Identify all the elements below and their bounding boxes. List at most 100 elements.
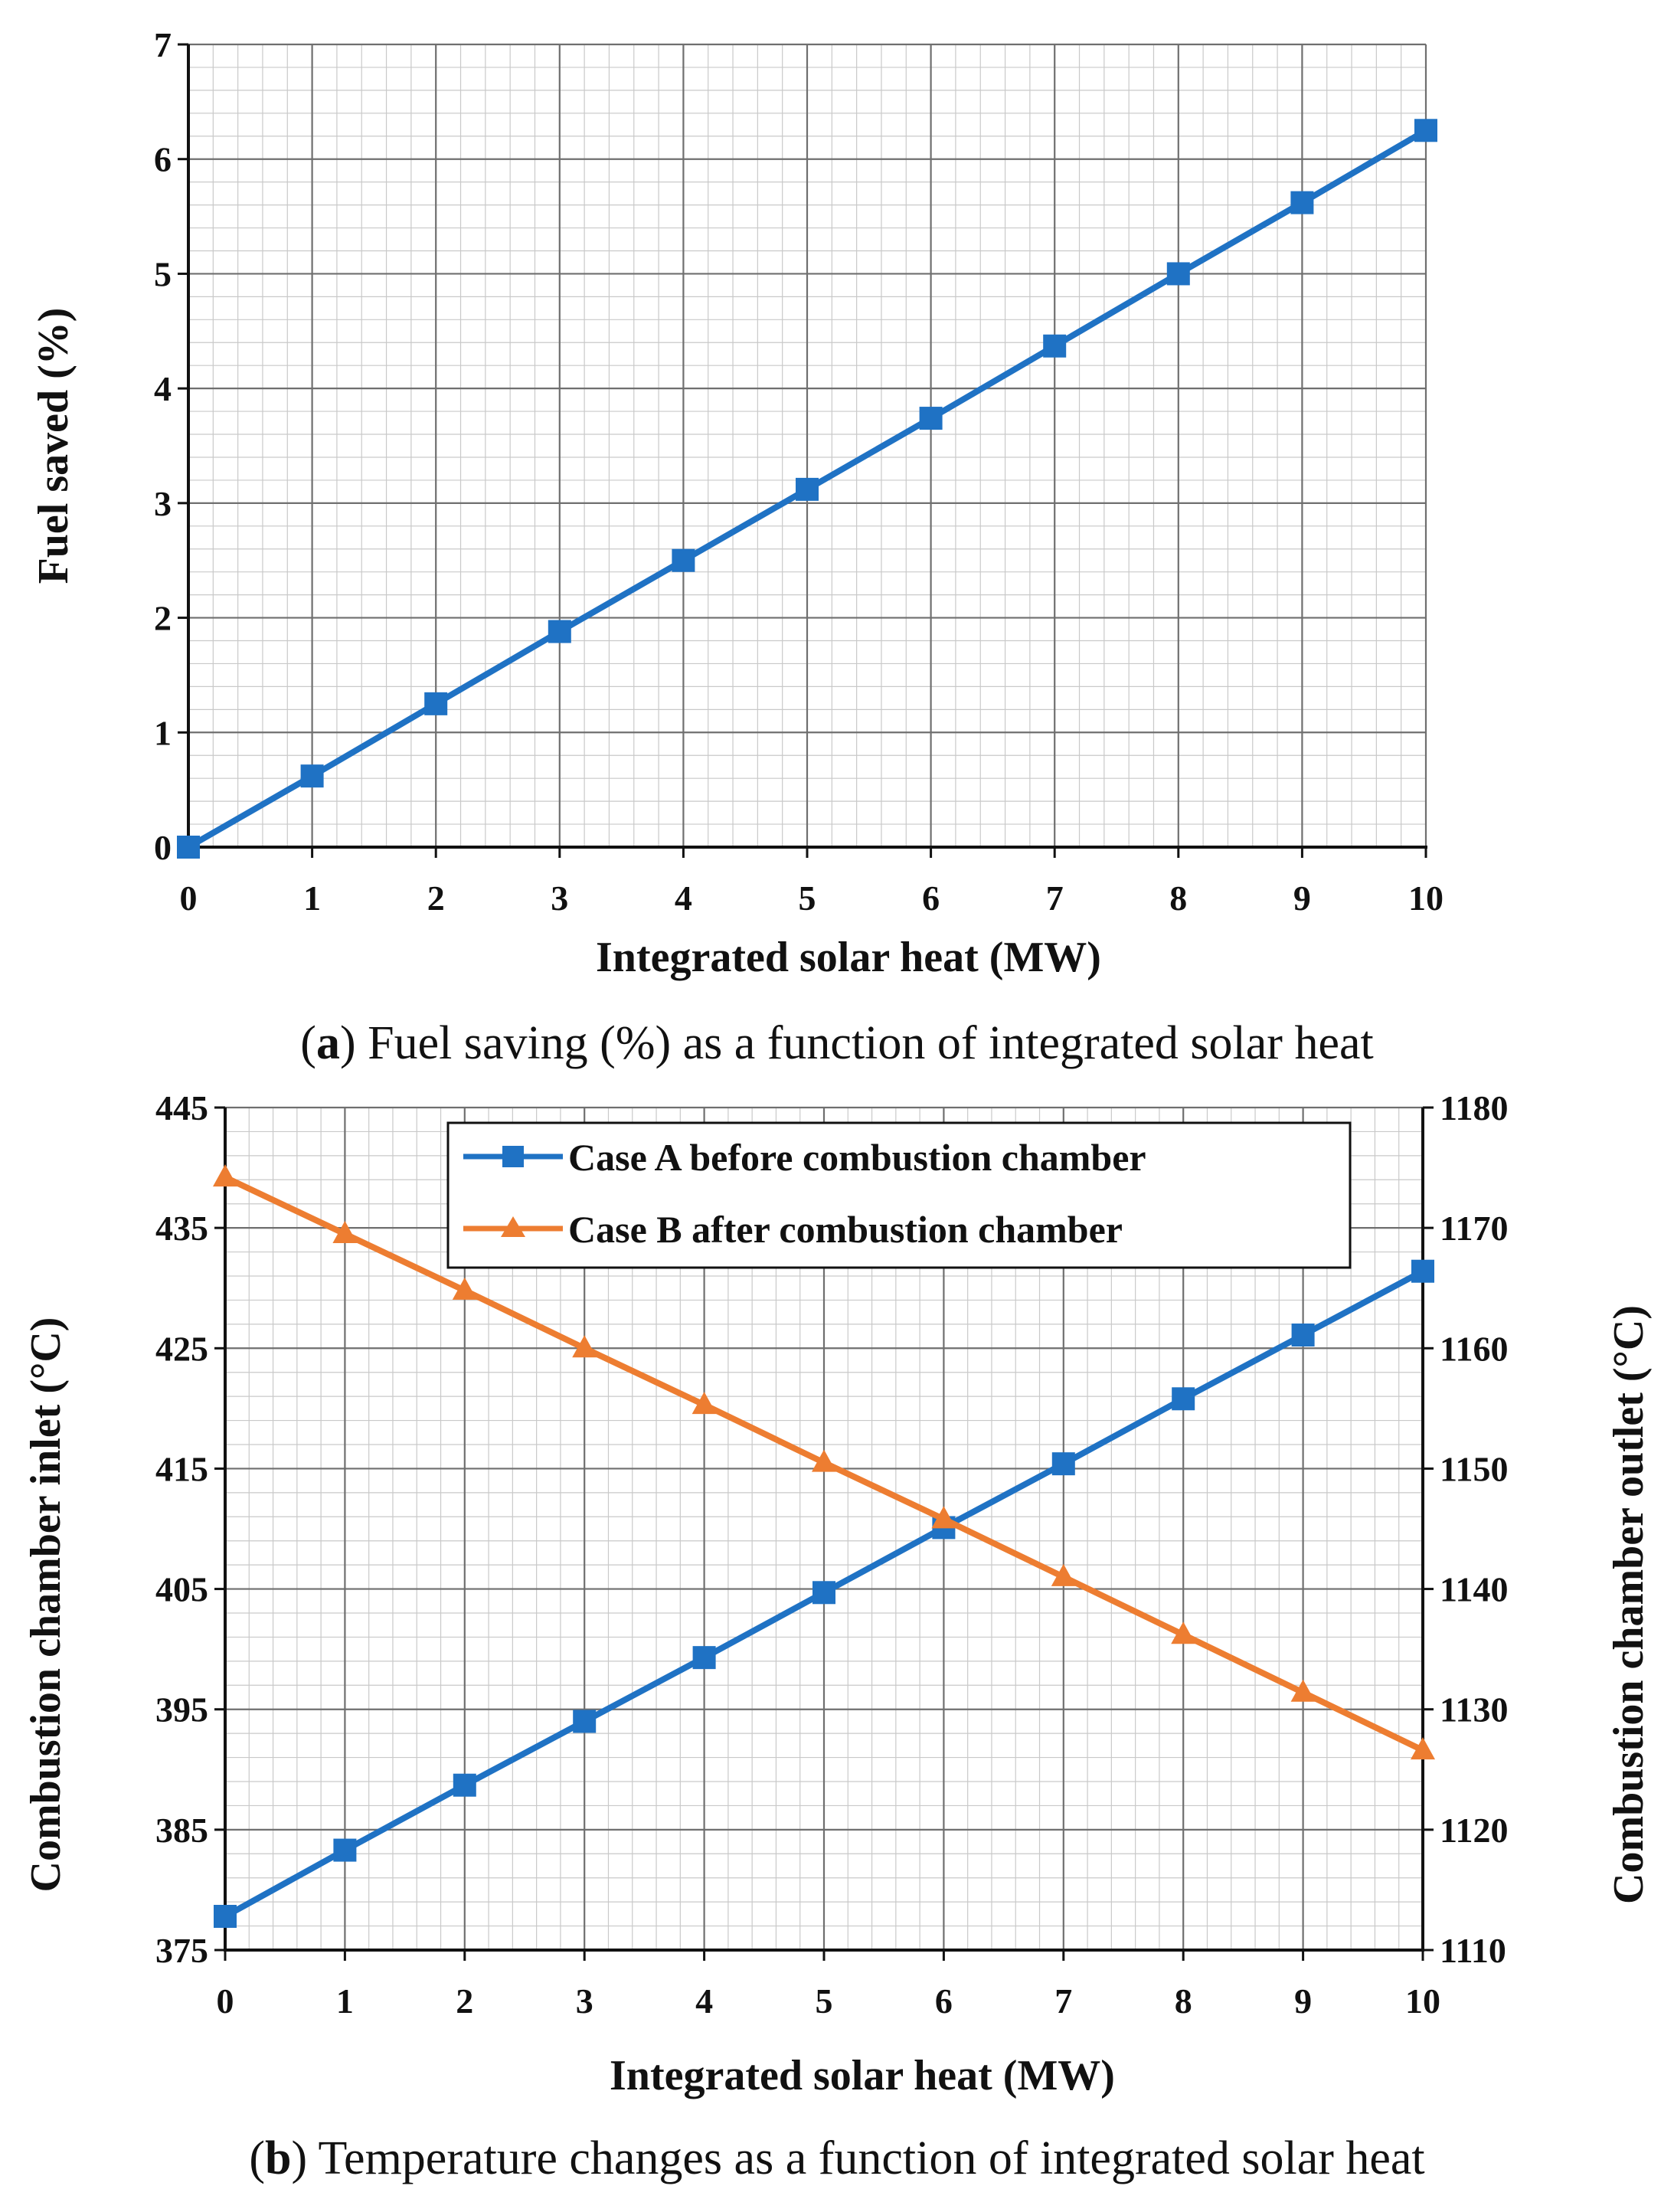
y-right-tick-label: 1170 — [1440, 1209, 1508, 1248]
data-point-square — [1172, 1387, 1195, 1411]
x-tick-labels-b: 0 1 2 3 4 5 6 7 8 9 10 — [217, 1981, 1441, 2021]
y-right-tick-label: 1110 — [1440, 1931, 1506, 1970]
x-tick-label: 0 — [180, 879, 198, 918]
x-tick-label: 8 — [1169, 879, 1187, 918]
data-point-triangle — [213, 1164, 237, 1187]
x-tick-label: 7 — [1046, 879, 1064, 918]
legend-label-case-a: Case A before combustion chamber — [568, 1136, 1146, 1179]
caption-b: (b) Temperature changes as a function of… — [249, 2132, 1424, 2184]
data-point-triangle — [1411, 1737, 1435, 1760]
y-tick-label: 435 — [155, 1209, 208, 1248]
y-tick-label: 5 — [154, 254, 172, 293]
y-tick-labels-b: 375 385 395 405 415 425 435 445 — [155, 1088, 208, 1970]
x-tick-label: 4 — [695, 1981, 713, 2021]
y-right-tick-label: 1150 — [1440, 1449, 1508, 1488]
y-tick-label: 385 — [155, 1811, 208, 1850]
x-tick-label: 10 — [1405, 1981, 1440, 2021]
data-point-triangle — [692, 1392, 717, 1415]
data-point-square — [424, 692, 448, 715]
data-point-square — [548, 620, 571, 643]
y-tick-label: 2 — [154, 599, 172, 638]
series-a — [177, 119, 1437, 859]
y-right-tick-label: 1120 — [1440, 1811, 1508, 1850]
x-tick-label: 6 — [922, 879, 940, 918]
data-point-square — [300, 764, 324, 788]
x-tick-label: 10 — [1408, 879, 1443, 918]
y-tick-label: 425 — [155, 1329, 208, 1368]
y-right-tick-label: 1160 — [1440, 1329, 1508, 1368]
data-point-square — [1291, 1324, 1315, 1347]
y-right-tick-label: 1130 — [1440, 1690, 1508, 1729]
y-tick-label: 3 — [154, 484, 172, 523]
x-axis-label-b: Integrated solar heat (MW) — [610, 2052, 1115, 2099]
chart-fuel-saved: 0 1 2 3 4 5 6 7 0 1 2 3 4 5 6 7 8 9 10 Integrated solar h… — [30, 25, 1443, 1069]
series-b — [213, 1164, 1435, 1928]
y-tick-label: 4 — [154, 369, 172, 408]
x-tick-label: 1 — [336, 1981, 354, 2021]
x-tick-label: 0 — [217, 1981, 234, 2021]
legend-box — [446, 1121, 1352, 1269]
y-tick-label: 375 — [155, 1931, 208, 1970]
x-axis-label-a: Integrated solar heat (MW) — [596, 934, 1101, 981]
data-point-square — [919, 407, 943, 430]
y-tick-label: 0 — [154, 828, 172, 867]
legend-marker-case-a — [502, 1146, 524, 1167]
x-tick-label: 5 — [816, 1981, 833, 2021]
axes-b — [214, 1106, 1434, 1961]
x-tick-label: 5 — [799, 879, 816, 918]
y-tick-labels-a: 0 1 2 3 4 5 6 7 — [154, 25, 172, 867]
data-point-triangle — [931, 1506, 956, 1529]
y-tick-label: 445 — [155, 1088, 208, 1127]
data-point-triangle — [1171, 1621, 1196, 1644]
x-tick-label: 9 — [1293, 879, 1311, 918]
y-axis-label-right-b: Combustion chamber outlet (°C) — [1605, 1305, 1653, 1904]
x-tick-label: 2 — [456, 1981, 473, 2021]
data-point-square — [333, 1838, 357, 1862]
data-point-square — [692, 1646, 716, 1670]
y-tick-label: 1 — [154, 713, 172, 752]
y-right-tick-label: 1180 — [1440, 1088, 1508, 1127]
axes-a — [178, 43, 1427, 858]
legend-label-case-b: Case B after combustion chamber — [568, 1208, 1123, 1251]
y-right-tick-labels-b: 1110 1120 1130 1140 1150 1160 1170 1180 — [1440, 1088, 1508, 1970]
y-tick-label: 6 — [154, 140, 172, 179]
y-right-tick-label: 1140 — [1440, 1570, 1508, 1609]
data-point-square — [1411, 1259, 1434, 1283]
data-point-square — [1043, 334, 1067, 358]
major-gridlines-a — [187, 43, 1427, 849]
y-axis-label-a: Fuel saved (%) — [30, 308, 77, 584]
caption-a: (a) Fuel saving (%) as a function of int… — [300, 1017, 1373, 1069]
data-point-square — [1414, 119, 1437, 142]
data-point-square — [796, 477, 819, 501]
data-point-square — [214, 1905, 237, 1928]
data-point-triangle — [1290, 1679, 1316, 1702]
x-tick-labels-a: 0 1 2 3 4 5 6 7 8 9 10 — [180, 879, 1444, 918]
legend-entry-case-b: Case B after combustion chamber — [463, 1208, 1123, 1251]
legend-marker-case-b — [501, 1216, 525, 1237]
x-tick-label: 8 — [1175, 1981, 1192, 2021]
data-point-triangle — [812, 1449, 836, 1472]
y-tick-label: 7 — [154, 25, 172, 64]
data-point-square — [177, 836, 200, 859]
data-point-triangle — [332, 1221, 358, 1243]
x-tick-label: 3 — [551, 879, 568, 918]
x-tick-label: 3 — [576, 1981, 593, 2021]
y-tick-label: 415 — [155, 1449, 208, 1488]
legend-entry-case-a: Case A before combustion chamber — [463, 1136, 1146, 1179]
data-point-square — [573, 1710, 597, 1733]
data-point-square — [812, 1581, 835, 1605]
data-point-square — [1051, 1452, 1075, 1476]
y-tick-label: 395 — [155, 1690, 208, 1729]
data-point-square — [453, 1773, 476, 1797]
y-tick-label: 405 — [155, 1570, 208, 1609]
legend: Case A before combustion chamber Case B … — [446, 1121, 1352, 1269]
x-tick-label: 1 — [303, 879, 321, 918]
data-point-square — [1290, 191, 1314, 214]
x-tick-label: 2 — [427, 879, 445, 918]
data-point-square — [672, 548, 695, 572]
data-point-square — [1166, 262, 1190, 286]
x-tick-label: 7 — [1054, 1981, 1072, 2021]
x-tick-label: 9 — [1294, 1981, 1312, 2021]
